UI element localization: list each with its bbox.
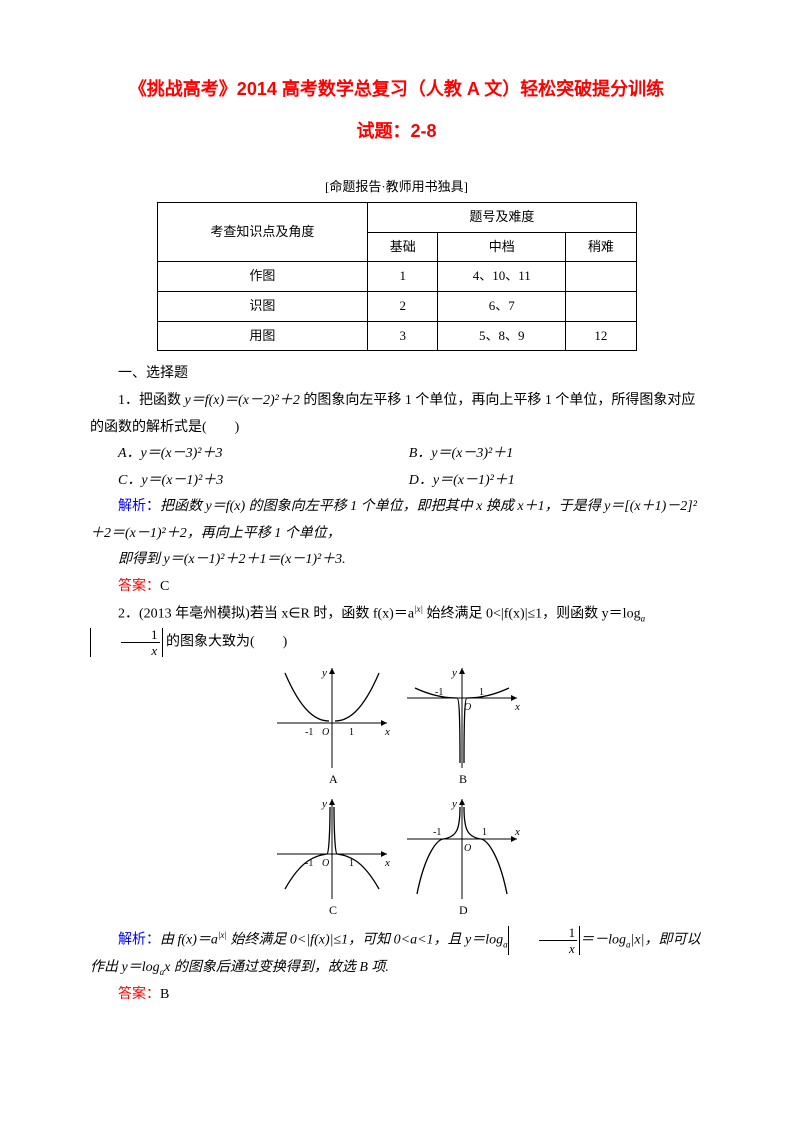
q1-choice-b[interactable]: B．y＝(x－3)²＋1 xyxy=(409,441,703,468)
svg-text:1: 1 xyxy=(349,727,354,738)
svg-text:O: O xyxy=(464,843,471,854)
q1-answer: 答案：C xyxy=(90,574,703,601)
q2-a1a: 由 f(x)＝a xyxy=(160,933,218,948)
answer-label: 答案： xyxy=(118,987,160,1002)
col-hard: 稍难 xyxy=(566,232,636,262)
analysis-label: 解析： xyxy=(118,933,160,948)
q2-stem-3: 的图象大致为( ) xyxy=(163,635,288,650)
table-row: 作图 1 4、10、11 xyxy=(157,262,636,292)
q1-choices-row1: A．y＝(x－3)²＋3 B．y＝(x－3)²＋1 xyxy=(90,441,703,468)
q2-stem-2: 始终满足 0<|f(x)|≤1，则函数 y＝log xyxy=(423,606,641,621)
q1-choices-row2: C．y＝(x－1)²＋3 D．y＝(x－1)²＋1 xyxy=(90,468,703,495)
svg-text:O: O xyxy=(322,858,329,869)
graph-b[interactable]: x y -1 O 1 B xyxy=(407,667,520,783)
q1-choice-c[interactable]: C．y＝(x－1)²＋3 xyxy=(90,468,409,495)
graph-row-2: x y -1 O 1 C x y -1 O 1 D xyxy=(267,794,527,914)
title-line-2: 试题：2-8 xyxy=(90,112,703,152)
cell-mid: 6、7 xyxy=(438,291,566,321)
cell-topic: 用图 xyxy=(157,321,368,351)
q2-stem: 2．(2013 年亳州模拟)若当 x∈R 时，函数 f(x)＝a|x| 始终满足… xyxy=(90,601,703,657)
q2-answer: 答案：B xyxy=(90,982,703,1009)
q1-stem: 1．把函数 y＝f(x)＝(x－2)²＋2 的图象向左平移 1 个单位，再向上平… xyxy=(90,388,703,441)
cell-basic: 2 xyxy=(368,291,438,321)
q2-sub: a xyxy=(641,613,646,623)
q2-a1b: 始终满足 0<|f(x)|≤1，可知 0<a<1，且 y＝log xyxy=(227,933,503,948)
graph-c[interactable]: x y -1 O 1 C xyxy=(277,798,390,914)
q2-a1c: ＝－log xyxy=(580,933,626,948)
cell-hard xyxy=(566,262,636,292)
svg-text:x: x xyxy=(514,701,520,713)
q1-analysis: 解析：把函数 y＝f(x) 的图象向左平移 1 个单位，即把其中 x 换成 x＋… xyxy=(90,494,703,547)
q2-graph-options: x y -1 O 1 A x y -1 O 1 B xyxy=(90,663,703,924)
doc-title: 《挑战高考》2014 高考数学总复习（人教 A 文）轻松突破提分训练 试题：2-… xyxy=(90,70,703,151)
svg-text:x: x xyxy=(514,826,520,838)
q2-answer-value: B xyxy=(160,987,169,1002)
q1-choice-a[interactable]: A．y＝(x－3)²＋3 xyxy=(90,441,409,468)
svg-text:O: O xyxy=(322,727,329,738)
cell-hard xyxy=(566,291,636,321)
cell-mid: 4、10、11 xyxy=(438,262,566,292)
table-row: 识图 2 6、7 xyxy=(157,291,636,321)
q1-analysis-text-1: 把函数 y＝f(x) 的图象向左平移 1 个单位，即把其中 x 换成 x＋1，于… xyxy=(90,499,697,541)
q1-formula: y＝f(x)＝(x－2)²＋2 xyxy=(185,393,300,408)
svg-text:y: y xyxy=(321,798,327,810)
col-topic-header: 考查知识点及角度 xyxy=(157,202,368,261)
svg-text:x: x xyxy=(384,857,390,869)
cell-basic: 1 xyxy=(368,262,438,292)
cell-topic: 识图 xyxy=(157,291,368,321)
svg-text:x: x xyxy=(384,726,390,738)
graph-d[interactable]: x y -1 O 1 D xyxy=(407,798,520,914)
report-note: [命题报告·教师用书独具] xyxy=(90,175,703,200)
table-row: 用图 3 5、8、9 12 xyxy=(157,321,636,351)
svg-text:1: 1 xyxy=(482,827,487,838)
cell-mid: 5、8、9 xyxy=(438,321,566,351)
cell-topic: 作图 xyxy=(157,262,368,292)
q2-exp2: |x| xyxy=(218,930,227,940)
cell-basic: 3 xyxy=(368,321,438,351)
analysis-label: 解析： xyxy=(118,499,160,514)
svg-text:B: B xyxy=(459,772,467,783)
q2-analysis: 解析：由 f(x)＝a|x| 始终满足 0<|f(x)|≤1，可知 0<a<1，… xyxy=(90,926,703,982)
knowledge-table: 考查知识点及角度 题号及难度 基础 中档 稍难 作图 1 4、10、11 识图 … xyxy=(157,202,637,351)
q1-answer-value: C xyxy=(160,579,169,594)
svg-text:C: C xyxy=(329,903,337,914)
col-mid: 中档 xyxy=(438,232,566,262)
svg-text:y: y xyxy=(451,798,457,810)
section-1-heading: 一、选择题 xyxy=(90,361,703,388)
col-group-header: 题号及难度 xyxy=(368,202,636,232)
graph-a[interactable]: x y -1 O 1 A xyxy=(277,667,390,783)
answer-label: 答案： xyxy=(118,579,160,594)
svg-text:-1: -1 xyxy=(433,827,441,838)
svg-text:D: D xyxy=(459,903,468,914)
title-line-1: 《挑战高考》2014 高考数学总复习（人教 A 文）轻松突破提分训练 xyxy=(90,70,703,110)
q2-a1e: x 的图象后通过变换得到，故选 B 项. xyxy=(164,960,389,975)
svg-text:y: y xyxy=(321,667,327,679)
svg-text:y: y xyxy=(451,667,457,679)
cell-hard: 12 xyxy=(566,321,636,351)
svg-text:A: A xyxy=(329,772,338,783)
q2-stem-1: 2．(2013 年亳州模拟)若当 x∈R 时，函数 f(x)＝a xyxy=(118,606,414,621)
svg-text:-1: -1 xyxy=(305,727,313,738)
q1-analysis-text-2: 即得到 y＝(x－1)²＋2＋1＝(x－1)²＋3. xyxy=(90,547,703,574)
q2-exp: |x| xyxy=(414,604,423,614)
q1-stem-pre: 1．把函数 xyxy=(118,393,185,408)
graph-row-1: x y -1 O 1 A x y -1 O 1 B xyxy=(267,663,527,783)
col-basic: 基础 xyxy=(368,232,438,262)
q1-choice-d[interactable]: D．y＝(x－1)²＋1 xyxy=(409,468,703,495)
